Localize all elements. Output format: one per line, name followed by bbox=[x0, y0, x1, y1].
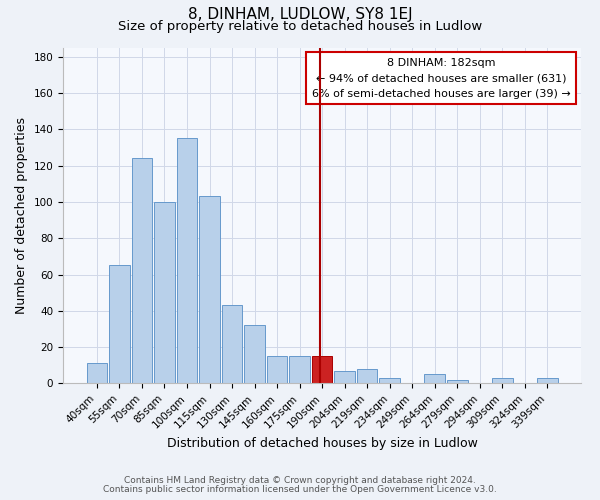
Bar bbox=[537, 378, 557, 384]
Text: Contains public sector information licensed under the Open Government Licence v3: Contains public sector information licen… bbox=[103, 484, 497, 494]
Bar bbox=[109, 266, 130, 384]
Bar bbox=[267, 356, 287, 384]
Bar bbox=[424, 374, 445, 384]
Bar bbox=[357, 369, 377, 384]
Bar bbox=[131, 158, 152, 384]
Bar bbox=[492, 378, 512, 384]
Y-axis label: Number of detached properties: Number of detached properties bbox=[15, 117, 28, 314]
Bar bbox=[86, 364, 107, 384]
Text: 8 DINHAM: 182sqm
← 94% of detached houses are smaller (631)
6% of semi-detached : 8 DINHAM: 182sqm ← 94% of detached house… bbox=[312, 58, 571, 99]
Bar bbox=[221, 306, 242, 384]
Bar bbox=[244, 326, 265, 384]
Text: Size of property relative to detached houses in Ludlow: Size of property relative to detached ho… bbox=[118, 20, 482, 33]
Bar bbox=[176, 138, 197, 384]
Bar bbox=[334, 371, 355, 384]
Text: Contains HM Land Registry data © Crown copyright and database right 2024.: Contains HM Land Registry data © Crown c… bbox=[124, 476, 476, 485]
Text: 8, DINHAM, LUDLOW, SY8 1EJ: 8, DINHAM, LUDLOW, SY8 1EJ bbox=[188, 8, 412, 22]
X-axis label: Distribution of detached houses by size in Ludlow: Distribution of detached houses by size … bbox=[167, 437, 478, 450]
Bar bbox=[154, 202, 175, 384]
Bar bbox=[289, 356, 310, 384]
Bar bbox=[379, 378, 400, 384]
Bar bbox=[199, 196, 220, 384]
Bar bbox=[312, 356, 332, 384]
Bar bbox=[447, 380, 467, 384]
